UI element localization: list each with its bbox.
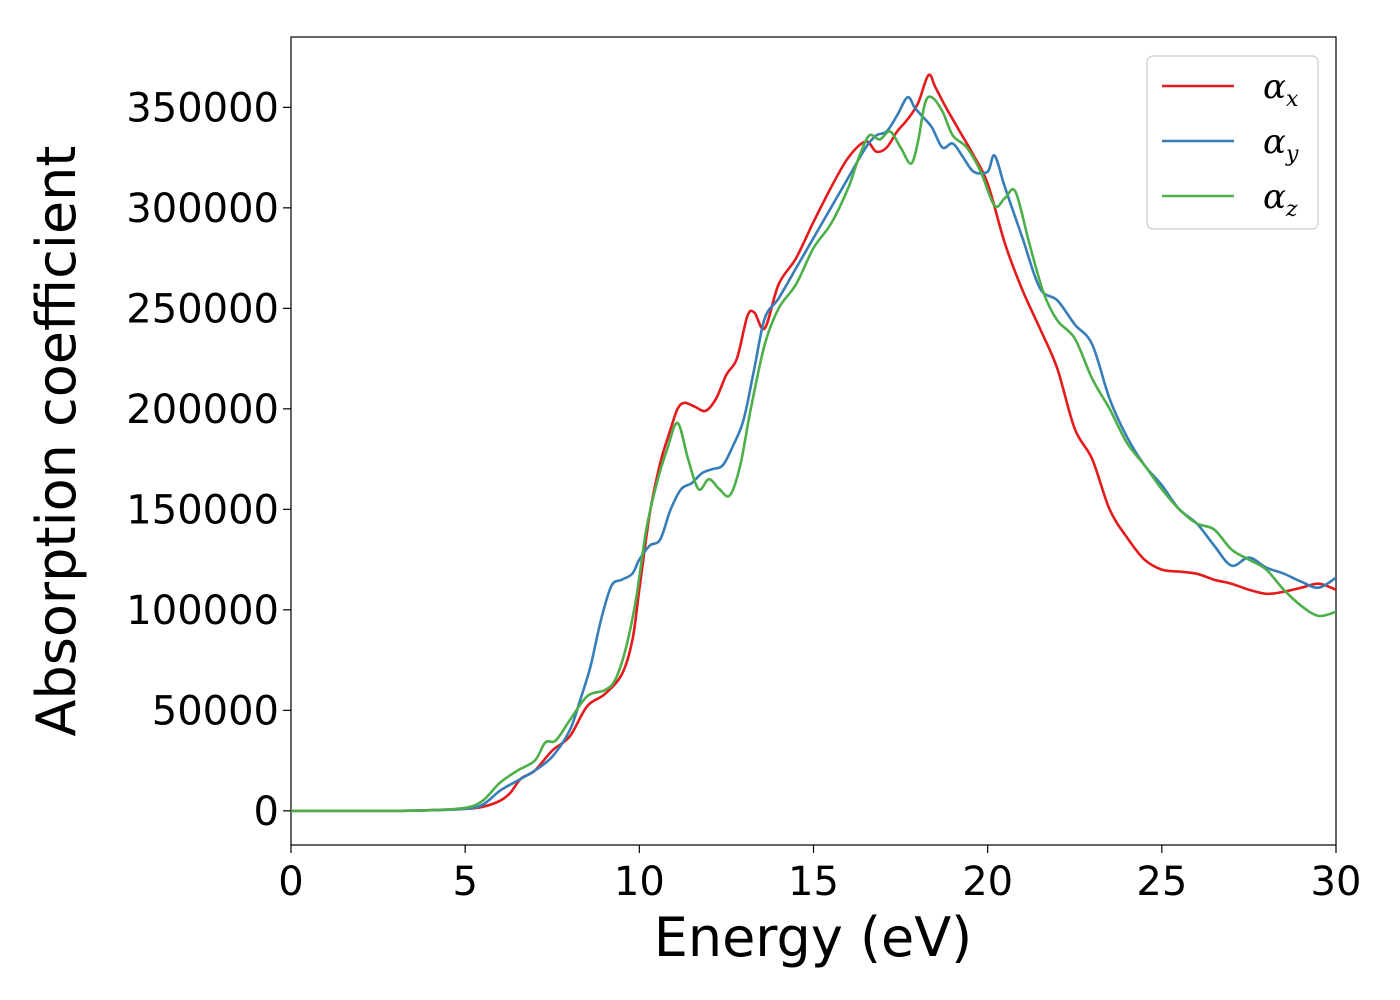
y-tick-label: 200000: [126, 387, 279, 433]
y-tick-label: 250000: [126, 286, 279, 332]
x-tick-label: 20: [962, 859, 1013, 905]
legend-label-x: αx: [1263, 67, 1299, 112]
legend-label-subscript: x: [1286, 87, 1299, 112]
y-axis-label: Absorption coefficient: [25, 146, 88, 737]
x-tick-label: 30: [1311, 859, 1362, 905]
x-tick-label: 0: [278, 859, 303, 905]
legend-label-base: α: [1263, 122, 1286, 162]
y-tick-label: 350000: [126, 85, 279, 131]
legend-label-subscript: y: [1285, 142, 1299, 167]
series-line-x: [291, 73, 1336, 813]
y-tick-label: 50000: [152, 688, 279, 734]
x-tick-label: 5: [452, 859, 477, 905]
legend-label-base: α: [1263, 67, 1286, 107]
x-tick-label: 15: [788, 859, 839, 905]
legend-label-y: αy: [1263, 122, 1299, 167]
y-tick-label: 0: [254, 789, 279, 835]
x-axis: 0 5 10 15 20 25 30: [278, 845, 1361, 905]
legend-label-base: α: [1263, 177, 1286, 217]
x-axis-label: Energy (eV): [654, 906, 973, 969]
y-tick-label: 150000: [126, 487, 279, 533]
legend-box: [1146, 55, 1319, 230]
x-tick-label: 25: [1136, 859, 1187, 905]
x-tick-label: 10: [614, 859, 665, 905]
y-axis: 0 50000 100000 150000 200000 250000 300000 3500…: [126, 85, 291, 835]
y-tick-label: 300000: [126, 186, 279, 232]
legend-label-z: αz: [1263, 177, 1298, 222]
legend-label-subscript: z: [1285, 197, 1298, 222]
series-lines: [291, 73, 1336, 813]
series-line-z: [291, 95, 1336, 813]
y-tick-label: 100000: [126, 588, 279, 634]
